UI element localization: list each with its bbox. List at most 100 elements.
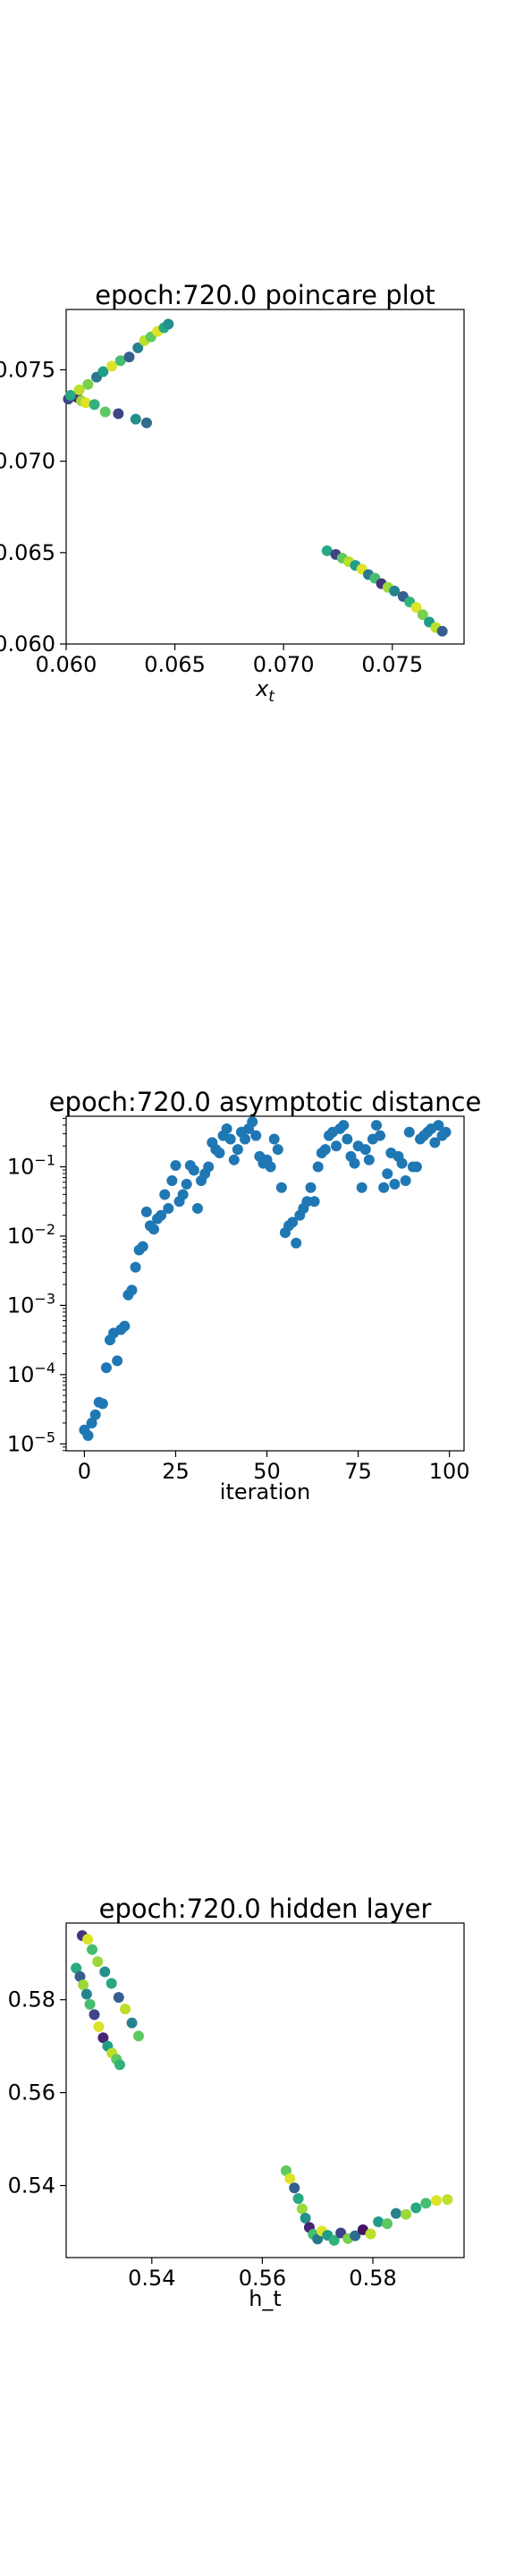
scatter-point (192, 1203, 203, 1214)
scatter-point (431, 2195, 442, 2206)
scatter-point (170, 1160, 181, 1171)
scatter-point (166, 1175, 177, 1186)
scatter-point (87, 1945, 97, 1955)
y-tick-label: 10−2 (7, 1221, 55, 1249)
y-tick-exponent: −5 (34, 1428, 55, 1445)
scatter-point (113, 408, 123, 419)
scatter-point (313, 1162, 324, 1173)
scatter-point (442, 2194, 452, 2205)
scatter-point (401, 1175, 411, 1186)
scatter-point (250, 1131, 261, 1141)
y-tick-label: 10−4 (7, 1360, 55, 1387)
scatter-point (382, 2218, 393, 2229)
x-tick-label: 0 (78, 1459, 91, 1484)
scatter-point (276, 1182, 287, 1193)
scatter-point (331, 1140, 342, 1151)
x-axis-label-subscript: t (268, 688, 275, 706)
y-tick-label: 0.070 (0, 449, 55, 474)
scatter-point (306, 1182, 317, 1193)
scatter-point (342, 1134, 352, 1145)
x-tick-label: 25 (162, 1459, 190, 1484)
scatter-point (338, 1120, 349, 1131)
scatter-point (373, 2216, 384, 2227)
scatter-point (141, 1207, 152, 1217)
scatter-point (163, 1203, 173, 1214)
scatter-point (411, 1162, 422, 1173)
scatter-point (92, 1956, 103, 1967)
scatter-point (101, 1362, 112, 1373)
scatter-point (289, 2182, 300, 2193)
scatter-point (119, 1321, 130, 1332)
scatter-point (89, 2009, 100, 2020)
y-tick-label: 0.065 (0, 540, 55, 565)
scatter-point (410, 2202, 421, 2213)
scatter-point (291, 1238, 301, 1249)
y-tick-exponent: −2 (34, 1221, 55, 1238)
scatter-point (82, 1934, 93, 1945)
scatter-point (420, 2198, 431, 2208)
scatter-point (240, 1134, 250, 1145)
x-axis-label-main: x (255, 676, 269, 701)
scatter-point (229, 1155, 240, 1165)
scatter-point (203, 1162, 214, 1173)
y-tick-exponent: −4 (34, 1360, 55, 1377)
chart-title: epoch:720.0 poincare plot (95, 280, 435, 310)
scatter-point (89, 399, 100, 410)
scatter-point (82, 1430, 93, 1441)
scatter-point (112, 1355, 122, 1366)
x-tick-label: 0.075 (361, 652, 423, 677)
scatter-point (131, 414, 141, 425)
scatter-point (222, 1123, 232, 1134)
scatter-point (127, 2018, 138, 2029)
x-tick-label: 0.065 (144, 652, 206, 677)
scatter-point (178, 1189, 189, 1199)
scatter-point (247, 1116, 258, 1127)
y-tick-label: 10−3 (7, 1290, 55, 1318)
y-tick-label: 0.56 (8, 2080, 55, 2106)
scatter-point (437, 626, 448, 637)
scatter-point (148, 1224, 159, 1234)
scatter-point (360, 1144, 371, 1155)
scatter-point (97, 1398, 108, 1409)
chart-title: epoch:720.0 asymptotic distance (49, 1087, 482, 1117)
y-tick-base: 10 (7, 1362, 35, 1387)
x-tick-label: 0.58 (349, 2266, 396, 2291)
scatter-point (182, 1179, 192, 1190)
chart-panel-1: epoch:720.0 poincare plot 0.060 0.065 0.070… (0, 280, 464, 706)
chart-title: epoch:720.0 hidden layer (99, 1894, 432, 1924)
scatter-point (357, 1182, 367, 1193)
scatter-point (401, 2209, 411, 2220)
x-axis-label: iteration (220, 1479, 310, 1504)
scatter-point (273, 1144, 283, 1155)
scatter-point (78, 1979, 89, 1990)
scatter-point (300, 2213, 311, 2224)
scatter-point (133, 2030, 144, 2041)
scatter-point (124, 352, 135, 362)
y-tick-label: 0.075 (0, 357, 55, 382)
y-tick-label: 10−1 (7, 1152, 55, 1180)
y-tick-exponent: −1 (34, 1152, 55, 1169)
scatter-point (126, 1284, 137, 1295)
scatter-point (397, 1158, 408, 1169)
scatter-point (100, 406, 111, 417)
scatter-point (382, 1168, 393, 1179)
scatter-point (138, 1241, 148, 1252)
scatter-point (391, 2208, 401, 2219)
scatter-point (99, 1967, 110, 1978)
y-tick-base: 10 (7, 1155, 35, 1180)
x-tick-label: 0.070 (253, 652, 315, 677)
scatter-point (404, 1127, 415, 1138)
scatter-point (297, 2203, 308, 2214)
scatter-point (82, 379, 93, 390)
y-tick-base: 10 (7, 1224, 35, 1249)
scatter-point (371, 1120, 382, 1131)
y-tick-label: 10−5 (7, 1428, 55, 1456)
scatter-point (364, 1155, 375, 1165)
scatter-point (366, 2229, 376, 2240)
scatter-point (441, 1127, 452, 1138)
y-tick-base: 10 (7, 1292, 35, 1318)
chart-panel-2: epoch:720.0 asymptotic distance 0 25 50 75 10… (7, 1087, 481, 1504)
scatter-point (284, 2174, 295, 2184)
